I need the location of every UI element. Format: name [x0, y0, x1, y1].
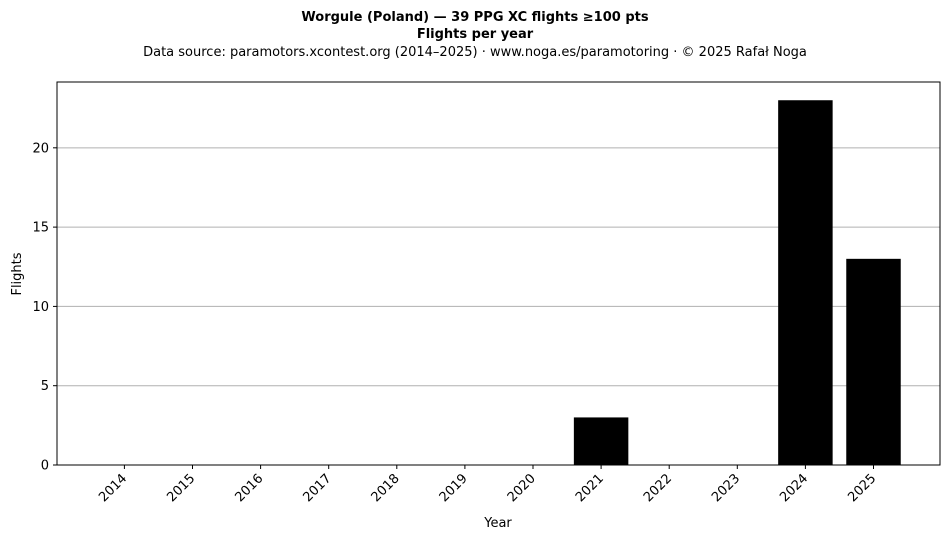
x-tick-label: 2024 — [777, 471, 811, 505]
x-tick-label: 2021 — [573, 471, 607, 505]
y-axis-label: Flights — [10, 252, 25, 295]
y-tick-label: 5 — [41, 379, 49, 394]
plot-frame — [56, 81, 941, 466]
bar-2024 — [778, 100, 833, 465]
chart-subtitle-bold: Flights per year — [417, 27, 534, 42]
x-tick-label: 2016 — [232, 471, 266, 505]
x-tick-label: 2025 — [845, 471, 879, 505]
x-tick-label: 2015 — [164, 471, 198, 505]
x-axis-ticks: 2014 2015 2016 2017 2018 2019 2020 2021 2022 2023… — [96, 465, 879, 505]
x-tick-label: 2022 — [641, 471, 675, 505]
x-tick-label: 2018 — [369, 471, 403, 505]
x-tick-label: 2020 — [505, 471, 539, 505]
x-tick-label: 2019 — [437, 471, 471, 505]
x-tick-label: 2014 — [96, 471, 130, 505]
y-tick-label: 10 — [32, 300, 49, 315]
x-axis-label: Year — [483, 516, 512, 531]
chart-title: Worgule (Poland) — 39 PPG XC flights ≥10… — [301, 10, 648, 25]
y-tick-label: 0 — [41, 459, 49, 474]
y-tick-label: 20 — [32, 141, 49, 156]
bar-2025 — [846, 258, 901, 465]
bars — [573, 100, 901, 465]
y-axis-ticks: 0 5 10 15 20 — [32, 141, 57, 474]
bar-2021 — [573, 417, 629, 465]
y-tick-label: 15 — [32, 221, 49, 236]
x-tick-label: 2017 — [301, 471, 335, 505]
chart-source-note: Data source: paramotors.xcontest.org (20… — [143, 45, 807, 60]
x-tick-label: 2023 — [709, 471, 743, 505]
